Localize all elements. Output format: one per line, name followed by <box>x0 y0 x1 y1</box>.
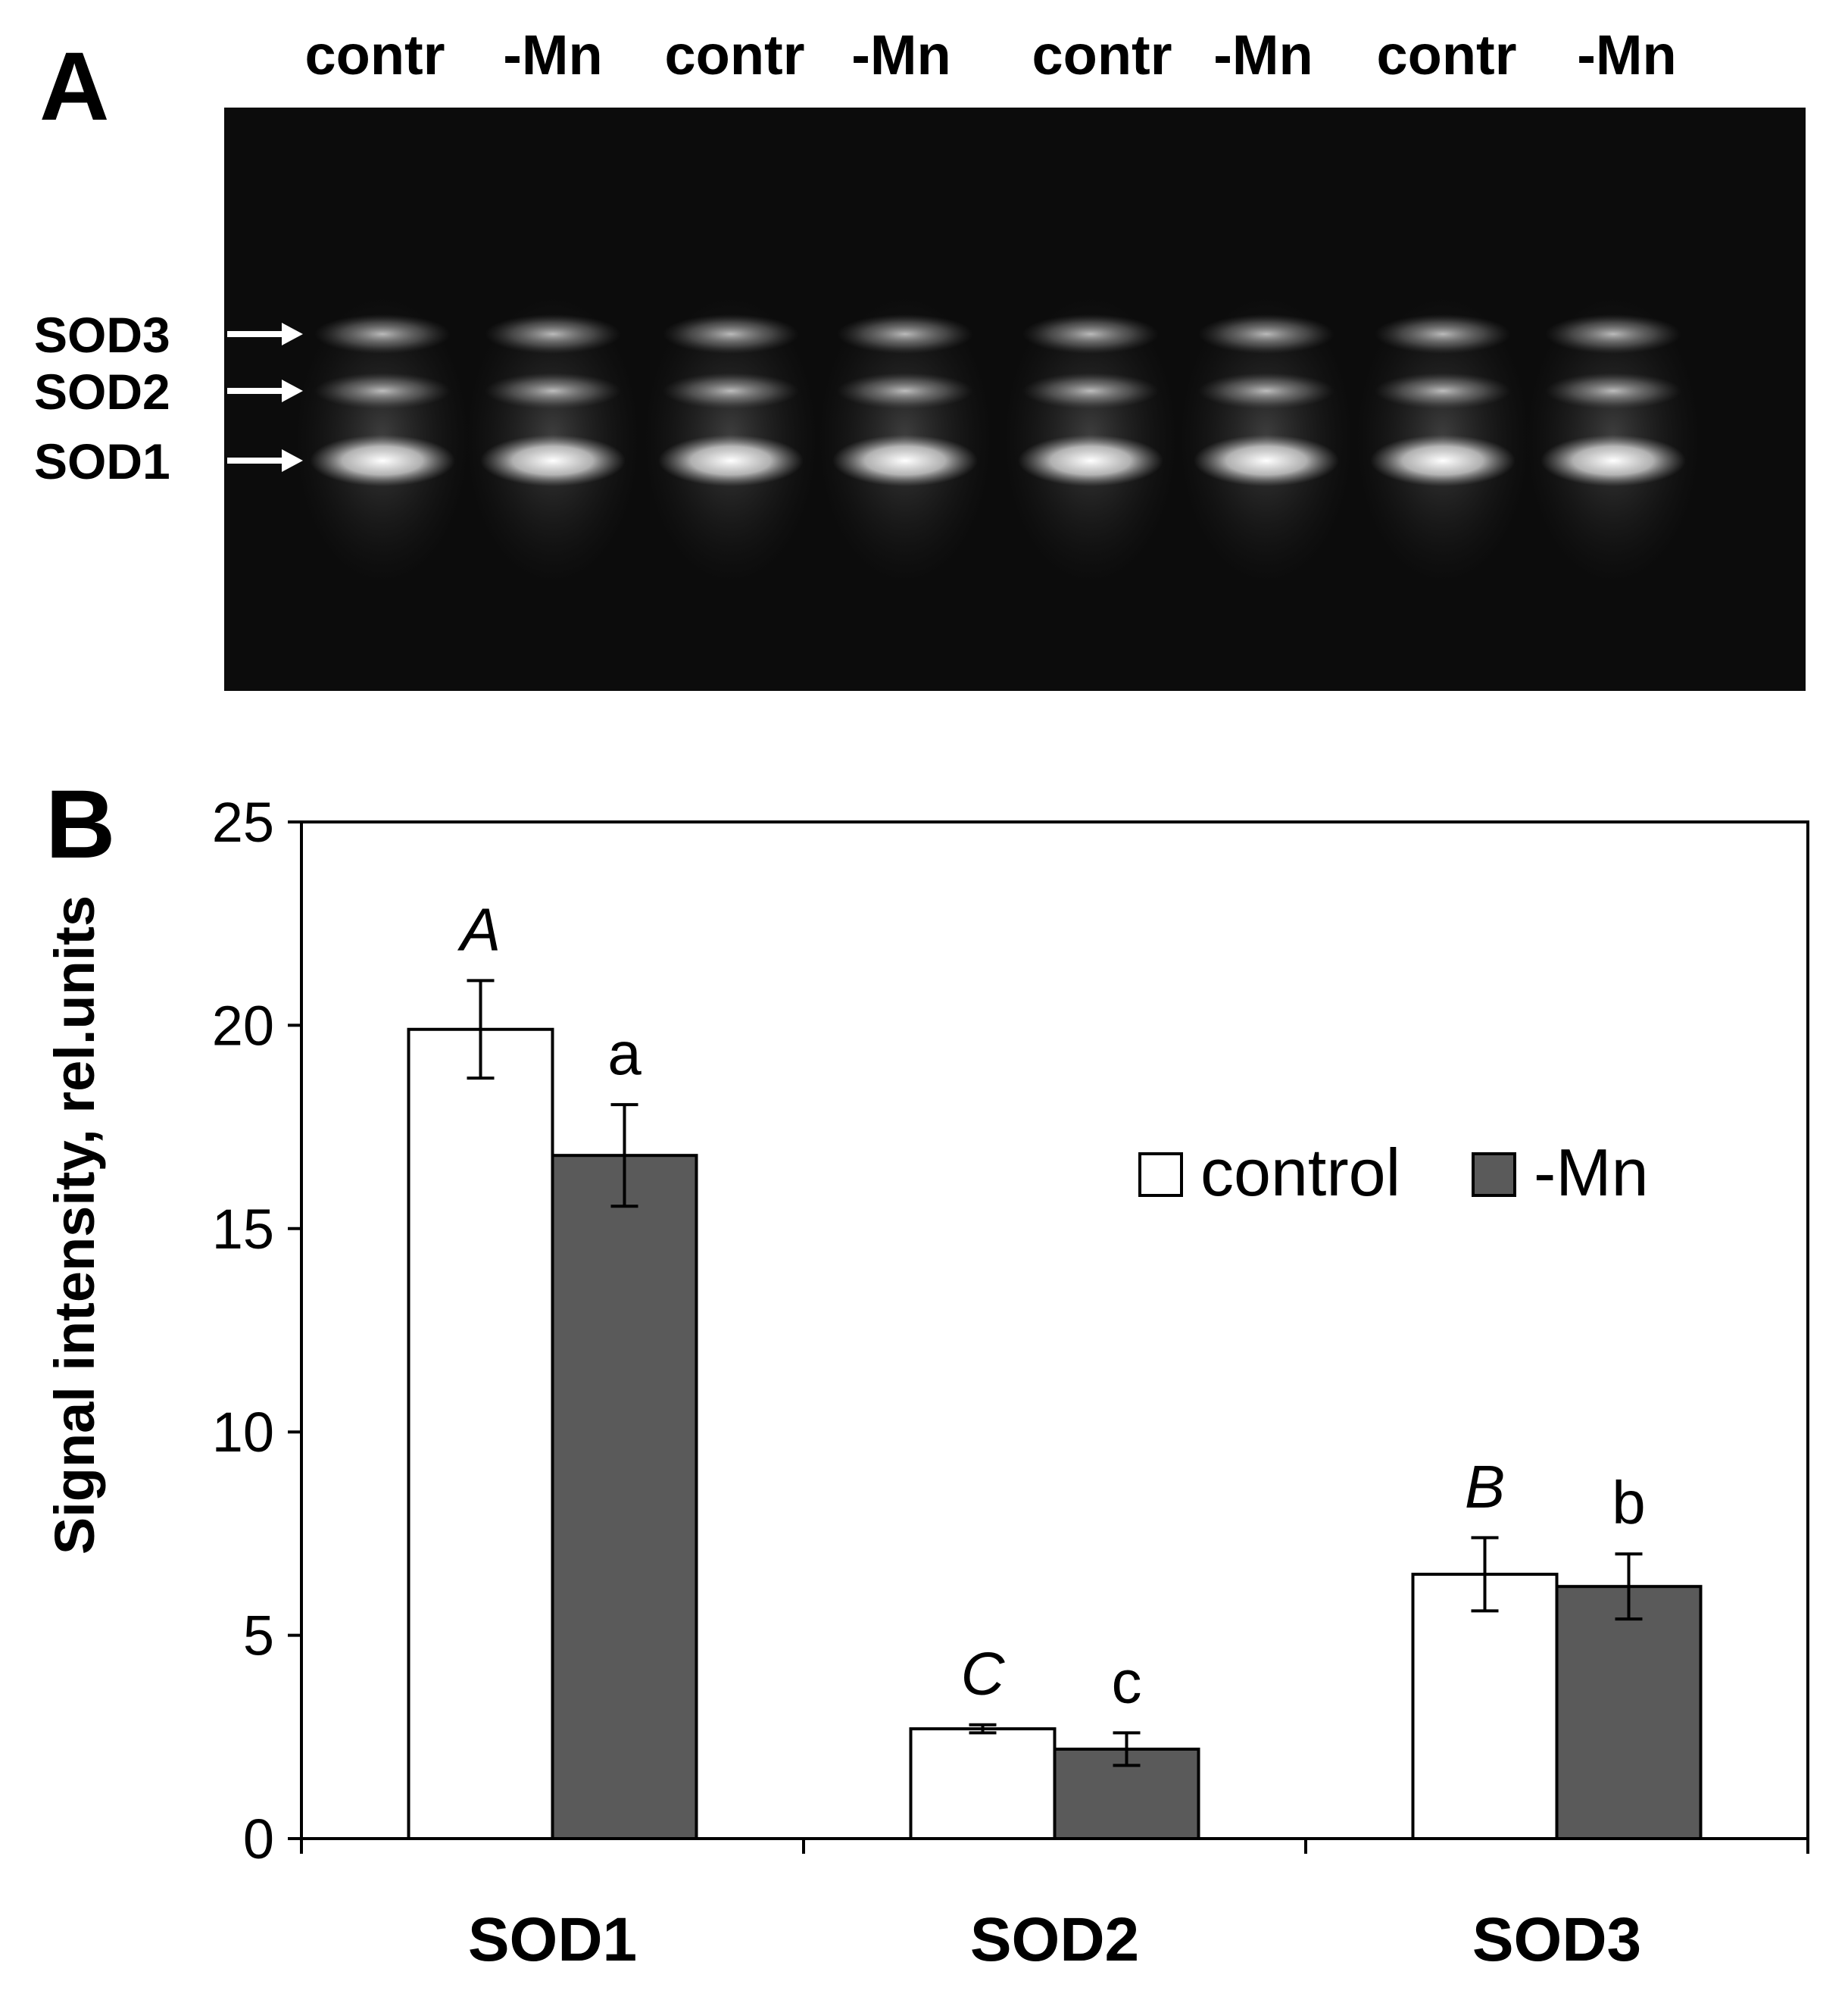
gel-lane <box>818 295 992 583</box>
y-tick-label: 5 <box>243 1605 274 1667</box>
significance-label: a <box>607 1020 641 1087</box>
significance-label: A <box>457 895 501 963</box>
x-axis: SOD1 SOD2 SOD3 <box>300 1839 1809 1974</box>
y-tick-label: 10 <box>212 1401 274 1464</box>
legend-swatch <box>1138 1152 1183 1197</box>
gel-band-sod3 <box>837 314 973 354</box>
gel-band-sod1 <box>1194 435 1339 486</box>
y-tick-label: 20 <box>212 994 274 1057</box>
bar-mn <box>1555 1585 1703 1841</box>
gel-lane <box>1526 295 1700 583</box>
significance-label: c <box>1112 1648 1142 1715</box>
gel-lane <box>644 295 818 583</box>
lane-label: -Mn <box>1213 23 1313 86</box>
significance-label: B <box>1465 1453 1505 1520</box>
gel-band-sod1 <box>480 435 626 486</box>
gel-lane <box>1004 295 1178 583</box>
lane-label: contr <box>1032 23 1172 86</box>
lane-label: -Mn <box>503 23 603 86</box>
gel-band-sod1 <box>832 435 978 486</box>
y-axis-label: Signal intensity, rel.units <box>43 895 106 1555</box>
lane-labels: contr -Mn contr -Mn contr -Mn contr -Mn <box>305 23 1677 86</box>
arrow-icon <box>282 380 303 402</box>
band-label: SOD1 <box>34 433 170 489</box>
panel-b-letter: B <box>45 770 115 879</box>
gel-lane <box>1356 295 1530 583</box>
lane-label: contr <box>1377 23 1517 86</box>
gel-band-sod3 <box>485 314 621 354</box>
gel-band-sod2 <box>314 373 451 409</box>
bars: A C Ba c b <box>407 895 1703 1841</box>
panel-a-letter: A <box>39 33 109 141</box>
gel-lane <box>295 295 470 583</box>
legend-label: control <box>1200 1135 1400 1210</box>
gel-band-sod3 <box>314 314 451 354</box>
gel-band-sod3 <box>1545 314 1681 354</box>
significance-label: C <box>961 1640 1006 1708</box>
gel-band-sod2 <box>663 373 799 409</box>
gel-band-sod1 <box>1370 435 1516 486</box>
band-label: SOD2 <box>34 364 170 420</box>
arrow-icon <box>282 449 303 472</box>
gel-band-sod3 <box>1375 314 1511 354</box>
gel-band-sod1 <box>658 435 804 486</box>
panel-b-chart: B Signal intensity, rel.units 0 5 10 15 20 25… <box>43 770 1809 1974</box>
gel-band-sod2 <box>1198 373 1334 409</box>
bar-mn <box>551 1154 698 1840</box>
gel-band-sod2 <box>1022 373 1159 409</box>
panel-a-gel: A contr -Mn contr -Mn contr -Mn contr -Mn SOD3S… <box>34 23 1806 691</box>
gel-band-sod3 <box>663 314 799 354</box>
gel-band-sod1 <box>1541 435 1686 486</box>
gel-band-sod3 <box>1198 314 1334 354</box>
x-tick-label: SOD3 <box>1472 1905 1641 1974</box>
x-tick-label: SOD1 <box>468 1905 637 1974</box>
y-axis: 0 5 10 15 20 25 <box>212 791 301 1870</box>
lane-label: contr <box>305 23 445 86</box>
arrow-icon <box>282 323 303 345</box>
x-tick-label: SOD2 <box>970 1905 1139 1974</box>
lane-label: -Mn <box>851 23 951 86</box>
bar-control <box>407 1027 554 1840</box>
gel-lane <box>466 295 640 583</box>
band-label: SOD3 <box>34 307 170 363</box>
legend: control -Mn <box>1138 1135 1649 1210</box>
gel-lanes <box>295 295 1700 583</box>
legend-swatch <box>1472 1152 1516 1197</box>
y-tick-label: 15 <box>212 1198 274 1261</box>
gel-band-sod1 <box>310 435 455 486</box>
gel-band-sod2 <box>837 373 973 409</box>
y-tick-label: 25 <box>212 791 274 854</box>
gel-band-sod2 <box>1545 373 1681 409</box>
gel-band-sod2 <box>485 373 621 409</box>
gel-band-sod3 <box>1022 314 1159 354</box>
y-tick-label: 0 <box>243 1808 274 1870</box>
significance-label: b <box>1612 1469 1646 1536</box>
legend-label: -Mn <box>1534 1135 1649 1210</box>
lane-label: -Mn <box>1577 23 1677 86</box>
lane-label: contr <box>665 23 805 86</box>
bar-control <box>1411 1573 1559 1841</box>
gel-band-sod1 <box>1018 435 1163 486</box>
bar-control <box>909 1727 1057 1840</box>
gel-band-sod2 <box>1375 373 1511 409</box>
gel-lane <box>1179 295 1353 583</box>
